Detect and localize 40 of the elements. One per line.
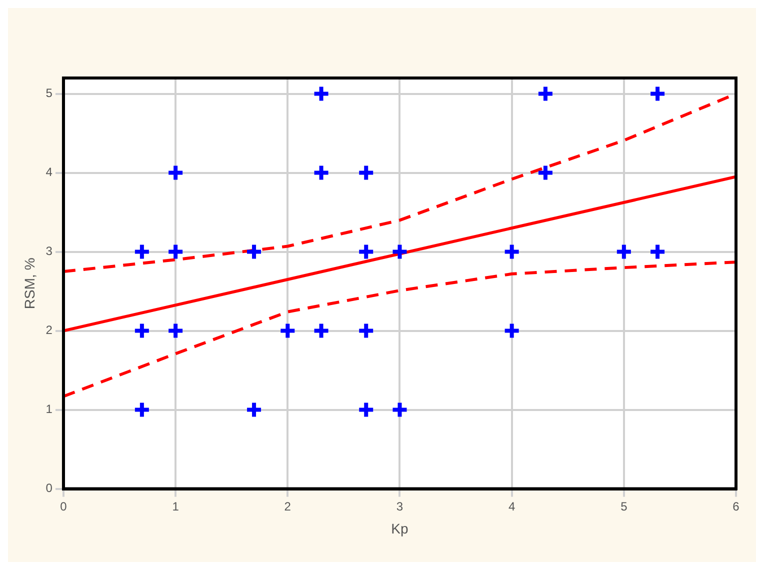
point (536, 164, 554, 182)
point (357, 242, 376, 261)
point (132, 322, 151, 340)
y-axis-title: RSM, % (21, 258, 38, 310)
point (536, 84, 554, 103)
point (502, 322, 521, 340)
point (357, 400, 376, 419)
point (132, 242, 151, 261)
x-tick-label: 6 (732, 499, 740, 514)
y-tick-label: 2 (46, 323, 53, 338)
point (357, 322, 376, 340)
point (278, 322, 297, 340)
x-tick-label: 3 (396, 499, 404, 514)
point (502, 242, 521, 261)
point (390, 242, 409, 261)
point (166, 322, 185, 340)
x-tick-label: 1 (172, 499, 180, 514)
point (614, 242, 633, 261)
x-tick-label: 5 (620, 499, 628, 514)
x-tick-label: 2 (284, 499, 292, 514)
point (648, 84, 667, 103)
point (166, 242, 185, 261)
x-axis-title: Kp (391, 520, 409, 536)
point (357, 164, 376, 182)
y-tick-label: 5 (46, 86, 53, 100)
point (312, 164, 330, 182)
x-tick-label: 0 (60, 499, 68, 514)
point (245, 400, 264, 419)
y-tick-label: 1 (46, 402, 53, 416)
point (245, 242, 264, 261)
point (166, 164, 185, 182)
y-tick-label: 3 (46, 244, 53, 258)
point (312, 84, 330, 103)
point (312, 322, 330, 340)
y-tick-label: 0 (46, 481, 53, 496)
point (648, 242, 667, 261)
point (390, 400, 409, 419)
point (132, 400, 151, 419)
y-tick-label: 4 (46, 165, 53, 180)
x-tick-label: 4 (508, 499, 516, 514)
